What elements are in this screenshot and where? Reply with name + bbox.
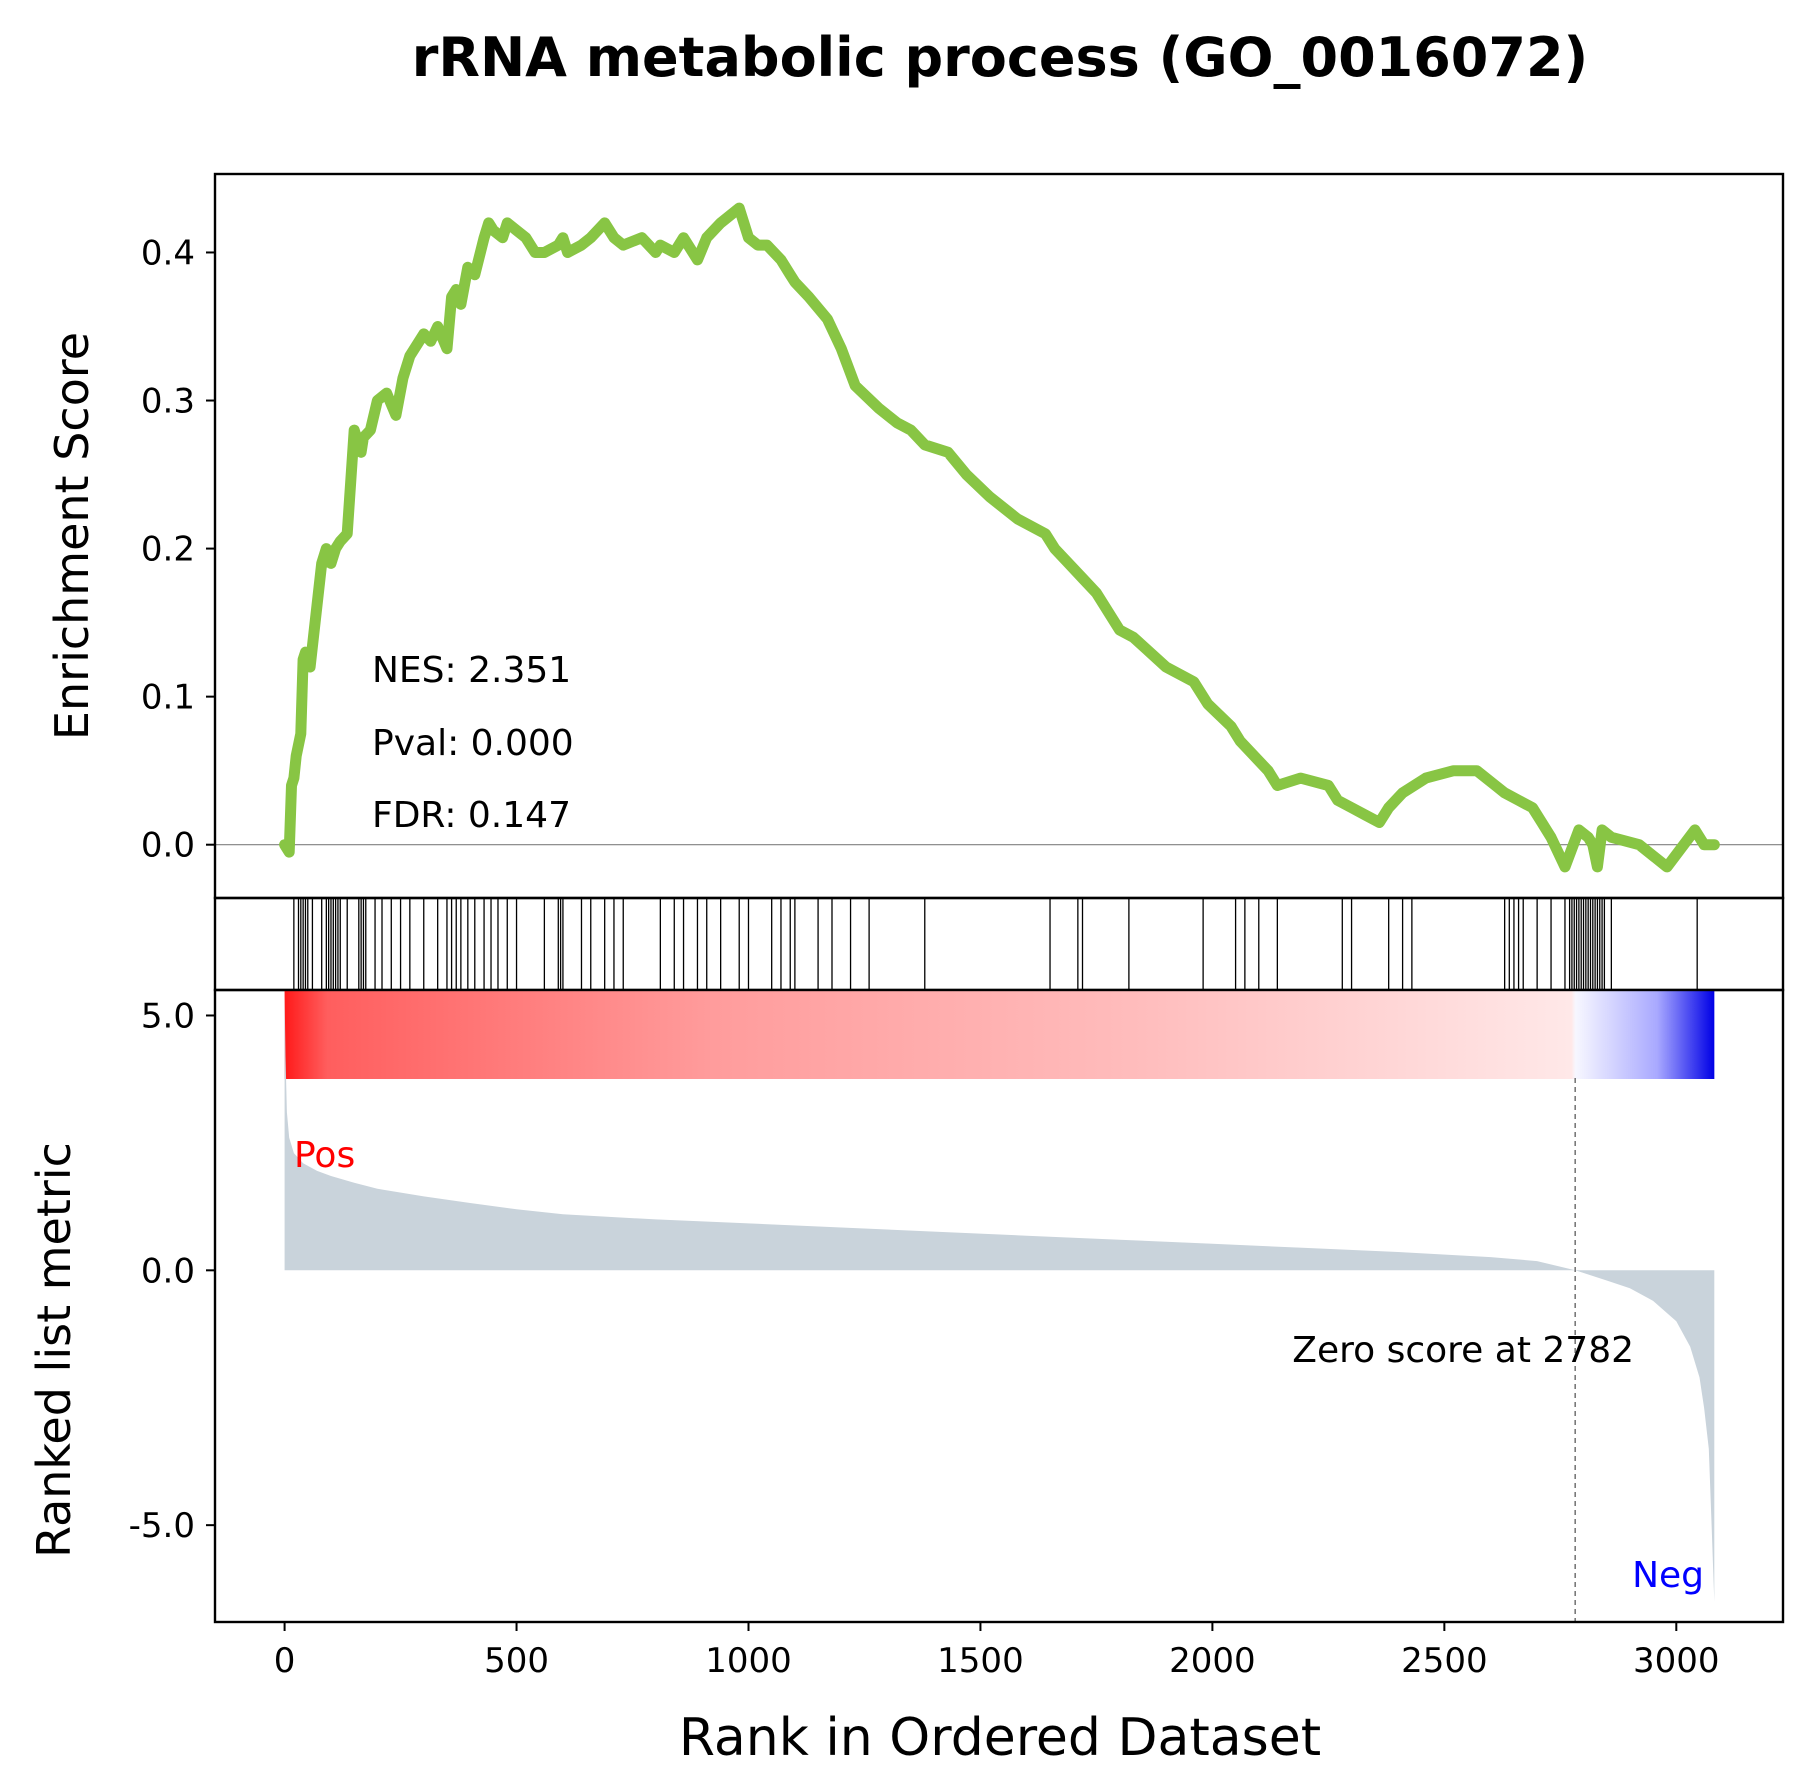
rank-color-bar: [284, 990, 1715, 1079]
x-tick-label: 2500: [1401, 1641, 1488, 1681]
es-panel: 0.0 0.1 0.2 0.3 0.4 NES: 2.351 Pval: 0.000 F…: [45, 172, 1785, 900]
es-y-tick-label: 0.2: [141, 530, 195, 570]
chart-title: rRNA metabolic process (GO_0016072): [412, 26, 1588, 89]
rank-y-tick-label: 5.0: [141, 996, 195, 1036]
pos-label: Pos: [294, 1135, 355, 1176]
rank-y-label: Ranked list metric: [27, 1142, 81, 1558]
x-tick-label: 1000: [705, 1641, 792, 1681]
es-y-label: Enrichment Score: [45, 332, 99, 740]
rank-y-tick-label: 0.0: [141, 1251, 195, 1291]
rank-y-tick-label: -5.0: [129, 1506, 195, 1546]
x-tick-label: 1500: [937, 1641, 1024, 1681]
x-tick-label: 3000: [1633, 1641, 1720, 1681]
es-frame: [213, 172, 1785, 900]
es-y-ticks: 0.0 0.1 0.2 0.3 0.4: [141, 233, 215, 866]
hits-panel: [213, 896, 1785, 992]
x-axis-label: Rank in Ordered Dataset: [679, 1708, 1321, 1768]
es-y-tick-label: 0.3: [141, 382, 195, 422]
es-y-tick-label: 0.1: [141, 678, 195, 718]
x-tick-label: 500: [484, 1641, 549, 1681]
es-y-tick-label: 0.4: [141, 233, 195, 273]
es-y-tick-label: 0.0: [141, 826, 195, 866]
zero-score-label: Zero score at 2782: [1292, 1330, 1634, 1371]
metric-area: [284, 995, 1715, 1602]
rank-y-ticks: -5.0 0.0 5.0: [129, 996, 215, 1546]
x-tick-label: 0: [274, 1641, 296, 1681]
hit-lines: [293, 898, 1698, 990]
stat-pval: Pval: 0.000: [372, 723, 574, 764]
hits-frame: [213, 896, 1785, 992]
stat-fdr: FDR: 0.147: [372, 795, 571, 836]
rank-panel: -5.0 0.0 5.0 Pos Neg Zero score at 2782 Ra…: [27, 988, 1785, 1624]
x-axis-ticks: 0 500 1000 1500 2000 2500 3000: [274, 1622, 1720, 1681]
x-tick-label: 2000: [1169, 1641, 1256, 1681]
rank-frame: [213, 988, 1785, 1624]
stat-nes: NES: 2.351: [372, 650, 571, 691]
neg-label: Neg: [1632, 1555, 1704, 1596]
es-curve: [279, 202, 1720, 873]
